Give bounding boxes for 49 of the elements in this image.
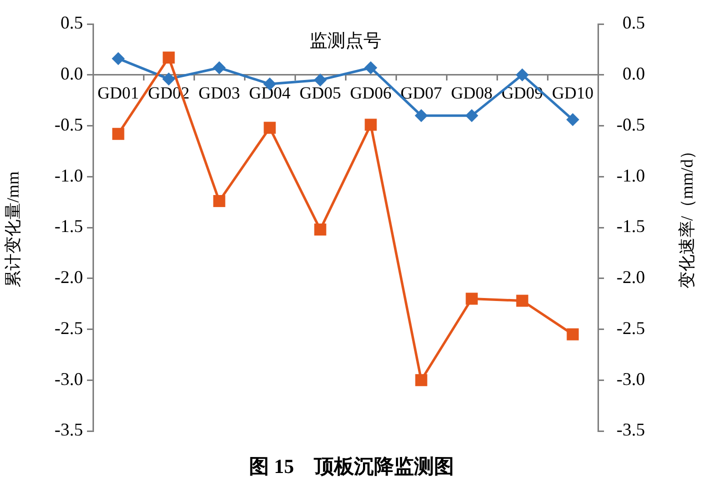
y-tick-label: 0.0 (60, 64, 83, 84)
x-tick-label: GD04 (248, 84, 292, 103)
y-tick-label: -3.0 (54, 368, 83, 389)
point (264, 122, 276, 134)
point (566, 113, 580, 126)
y-tick-label: 0.5 (60, 12, 83, 33)
y-tick-label: -2.0 (54, 267, 83, 288)
point (112, 52, 125, 66)
point (364, 61, 378, 74)
y-axis-title: 累计变化量/mm (3, 171, 22, 288)
point (213, 195, 226, 208)
y2-tick-label: -3.0 (616, 368, 645, 389)
y-tick-label: -2.5 (54, 318, 83, 338)
y-tick-label: -0.5 (54, 114, 83, 134)
x-tick-label: GD06 (350, 84, 392, 103)
x-tick-label: GD05 (299, 84, 342, 103)
point (162, 52, 175, 64)
y2-tick-label: -1.5 (616, 216, 645, 236)
x-axis-title: 监测点号 (310, 30, 382, 51)
y2-tick-label: -2.5 (616, 318, 645, 338)
point (415, 374, 428, 386)
y2-axis-title: 变化速率/（mm/d） (677, 142, 696, 289)
point (516, 294, 528, 307)
point (212, 61, 226, 74)
point (465, 109, 478, 122)
y-tick-label: -3.5 (54, 420, 83, 440)
y2-tick-label: -0.5 (616, 114, 645, 134)
y2-tick-label: 0.0 (622, 64, 645, 84)
point (162, 72, 176, 86)
point (364, 118, 377, 131)
point (314, 73, 327, 86)
x-tick-label: GD07 (400, 84, 443, 103)
y-tick-label: -1.0 (54, 165, 83, 186)
point (414, 109, 428, 122)
text: 图 15 顶板沉降监测图 (249, 456, 454, 478)
y-tick-label: -1.5 (54, 216, 83, 236)
x-tick-label: GD01 (97, 84, 140, 103)
x-tick-label: GD03 (198, 84, 240, 103)
x-tick-label: GD10 (552, 84, 594, 103)
point (466, 292, 478, 305)
point (566, 328, 579, 340)
y2-tick-label: -2.0 (616, 267, 645, 288)
y2-tick-label: -3.5 (616, 420, 645, 440)
point (112, 128, 124, 140)
y2-tick-label: -1.0 (616, 165, 645, 186)
point (516, 68, 529, 82)
point (314, 224, 326, 236)
x-tick-label: GD08 (450, 84, 493, 103)
y2-tick-label: 0.5 (622, 12, 645, 33)
